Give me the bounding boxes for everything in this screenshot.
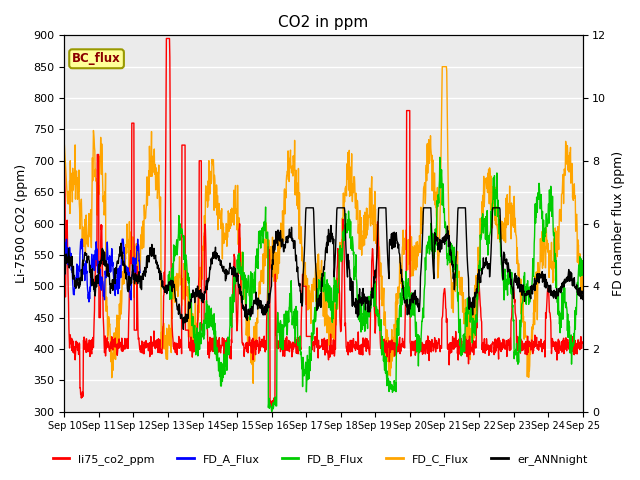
Title: CO2 in ppm: CO2 in ppm — [278, 15, 369, 30]
Legend: li75_co2_ppm, FD_A_Flux, FD_B_Flux, FD_C_Flux, er_ANNnight: li75_co2_ppm, FD_A_Flux, FD_B_Flux, FD_C… — [48, 450, 592, 469]
Y-axis label: FD chamber flux (ppm): FD chamber flux (ppm) — [612, 151, 625, 296]
Text: BC_flux: BC_flux — [72, 52, 121, 65]
Y-axis label: Li-7500 CO2 (ppm): Li-7500 CO2 (ppm) — [15, 164, 28, 283]
